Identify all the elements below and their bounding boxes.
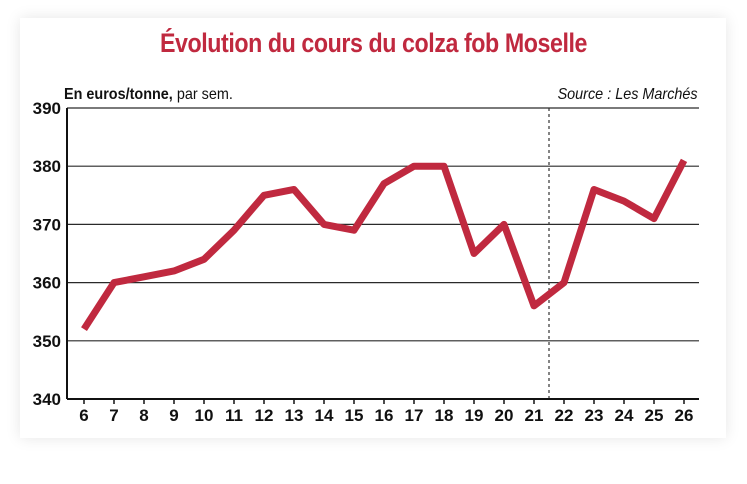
x-tick-label-21: 21	[525, 406, 544, 425]
x-tick-label-14: 14	[315, 406, 334, 425]
source-label: Source : Les Marchés	[557, 86, 698, 103]
price-line	[81, 158, 688, 332]
y-tick-label-380: 380	[33, 157, 61, 176]
unit-label-rest: par sem.	[172, 86, 233, 103]
x-tick-label-7: 7	[109, 406, 118, 425]
x-tick-label-26: 26	[675, 406, 694, 425]
x-tick-label-16: 16	[375, 406, 394, 425]
x-tick-label-8: 8	[139, 406, 148, 425]
x-tick-label-24: 24	[615, 406, 634, 425]
y-tick-label-340: 340	[33, 390, 61, 409]
chart-title: Évolution du cours du colza fob Moselle	[159, 28, 588, 58]
x-tick-label-15: 15	[345, 406, 364, 425]
x-tick-label-22: 22	[555, 406, 574, 425]
unit-label-bold: En euros/tonne,	[64, 86, 173, 103]
unit-label: En euros/tonne, par sem.	[64, 86, 233, 104]
x-tick-label-25: 25	[645, 406, 664, 425]
chart-card	[20, 18, 726, 438]
x-tick-label-23: 23	[585, 406, 604, 425]
y-tick-label-350: 350	[33, 332, 61, 351]
x-tick-label-17: 17	[405, 406, 424, 425]
x-tick-label-9: 9	[169, 406, 178, 425]
x-tick-label-10: 10	[195, 406, 214, 425]
y-tick-label-360: 360	[33, 274, 61, 293]
x-tick-label-19: 19	[465, 406, 484, 425]
x-tick-label-20: 20	[495, 406, 514, 425]
y-tick-label-370: 370	[33, 215, 61, 234]
y-tick-label-390: 390	[33, 99, 61, 118]
x-tick-label-13: 13	[285, 406, 304, 425]
x-tick-label-11: 11	[225, 406, 243, 425]
x-tick-label-18: 18	[435, 406, 454, 425]
x-tick-label-12: 12	[255, 406, 274, 425]
x-tick-label-6: 6	[79, 406, 88, 425]
